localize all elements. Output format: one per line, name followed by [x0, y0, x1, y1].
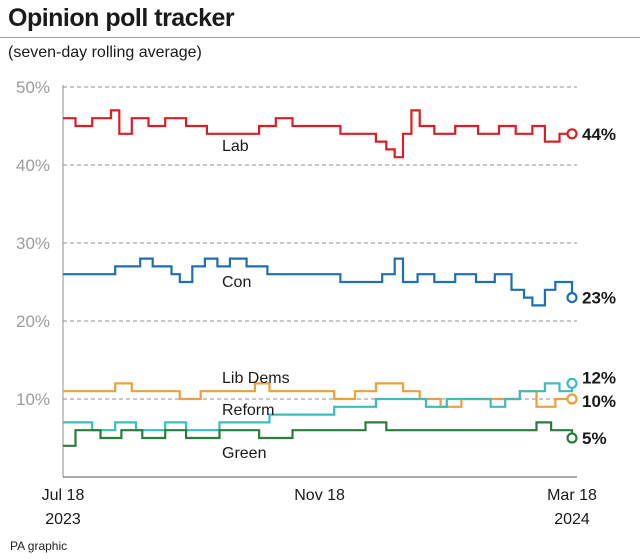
series-label-lab: Lab	[222, 138, 249, 155]
y-tick-label: 20%	[16, 312, 50, 331]
series-line-reform	[63, 382, 574, 432]
x-tick-year-label: 2024	[554, 511, 590, 528]
series-line-con	[63, 257, 574, 307]
x-tick-label: Mar 18	[547, 487, 597, 504]
end-value-con: 23%	[582, 289, 616, 308]
series-label-lib-dems: Lib Dems	[222, 370, 290, 387]
series-line-green	[63, 421, 574, 447]
series-label-reform: Reform	[222, 402, 274, 419]
end-value-lib-dems: 10%	[582, 392, 616, 411]
chart-subtitle: (seven-day rolling average)	[8, 44, 202, 61]
y-tick-label: 10%	[16, 390, 50, 409]
series-line-lib-dems	[63, 382, 572, 408]
credit-text: PA graphic	[10, 539, 68, 553]
y-tick-label: 40%	[16, 156, 50, 175]
x-tick-label: Nov 18	[294, 487, 345, 504]
y-tick-label: 30%	[16, 234, 50, 253]
series-label-green: Green	[222, 445, 266, 462]
y-tick-label: 50%	[16, 78, 50, 97]
end-marker-lab	[566, 128, 578, 140]
end-value-green: 5%	[582, 429, 607, 448]
end-marker-green	[566, 432, 578, 444]
series-line-lab	[63, 109, 572, 159]
title-rule	[0, 37, 640, 38]
end-marker-lib-dems	[566, 393, 578, 405]
end-marker-con	[566, 292, 578, 304]
x-tick-label: Jul 18	[42, 487, 85, 504]
end-value-lab: 44%	[582, 125, 616, 144]
x-tick-year-label: 2023	[45, 511, 81, 528]
series-label-con: Con	[222, 274, 251, 291]
end-value-reform: 12%	[582, 368, 616, 387]
end-marker-reform	[566, 377, 578, 389]
chart-title: Opinion poll tracker	[8, 4, 235, 32]
